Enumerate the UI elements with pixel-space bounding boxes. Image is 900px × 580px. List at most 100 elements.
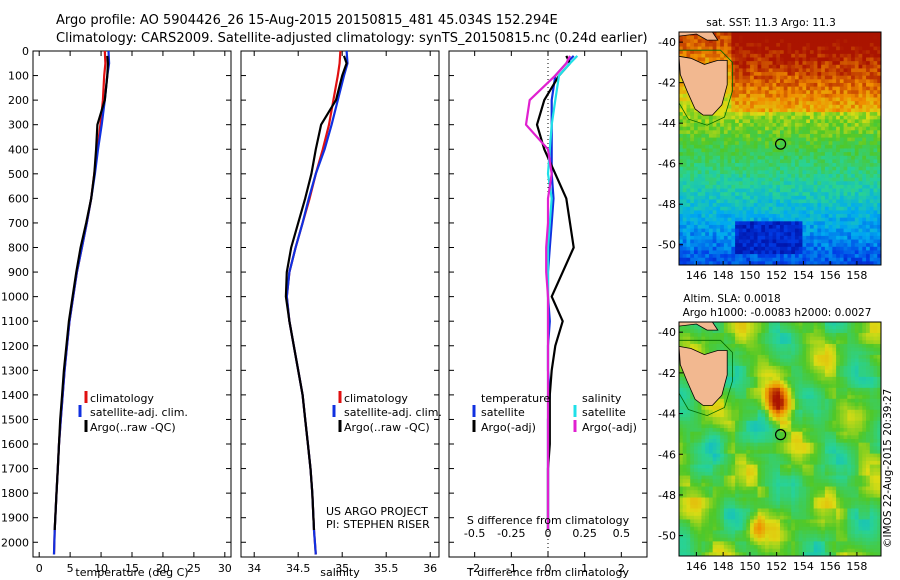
map-cell [836, 224, 841, 229]
map-cell [690, 329, 695, 334]
map-cell [794, 115, 800, 120]
map-cell [705, 192, 710, 197]
map-cell [802, 246, 807, 251]
map-cell [693, 141, 699, 146]
map-cell [720, 464, 725, 469]
map-cell [817, 257, 822, 262]
map-cell [738, 214, 743, 219]
map-cell [738, 541, 743, 546]
map-cell [682, 464, 687, 469]
map-cell [866, 254, 871, 259]
map-cell [682, 490, 687, 495]
map-cell [682, 155, 687, 160]
map-cell [821, 235, 826, 240]
map-cell [716, 35, 721, 40]
map-cell [690, 541, 695, 546]
map-cell [708, 460, 714, 465]
map-cell [791, 137, 796, 142]
map-cell [862, 144, 867, 149]
map-cell [735, 86, 740, 91]
map-cell [686, 93, 691, 98]
map-cell [776, 214, 781, 219]
map-cell [851, 210, 856, 215]
map-cell [735, 243, 740, 248]
map-cell [873, 64, 878, 69]
map-cell [712, 115, 717, 120]
map-cell [742, 413, 747, 418]
map-cell [742, 57, 747, 62]
map-cell [701, 428, 706, 433]
map-cell [798, 101, 803, 106]
map-cell [817, 53, 822, 58]
map-cell [742, 82, 747, 88]
map-y-tick-label: -50 [658, 239, 676, 252]
map-cell [791, 126, 796, 131]
map-cell [697, 439, 702, 444]
map-cell [682, 512, 687, 517]
map-cell [735, 137, 740, 142]
map-cell [720, 519, 725, 524]
map-cell [731, 82, 736, 88]
map-cell [843, 104, 848, 109]
map-cell [821, 119, 826, 124]
map-cell [720, 515, 725, 520]
map-cell [735, 504, 740, 509]
map-cell [750, 446, 755, 451]
map-cell [731, 170, 736, 175]
map-cell [776, 239, 781, 244]
map-cell [723, 97, 729, 102]
map-cell [727, 228, 732, 233]
map-cell [839, 32, 844, 37]
map-cell [690, 501, 695, 506]
map-cell [720, 428, 725, 433]
map-cell [697, 475, 702, 480]
map-cell [720, 490, 725, 495]
map-cell [731, 373, 736, 378]
map-cell [705, 512, 710, 517]
map-cell [690, 235, 695, 240]
map-cell [854, 32, 859, 37]
map-cell [727, 413, 732, 418]
map-cell [761, 79, 766, 84]
map-cell [738, 515, 743, 520]
map-cell [708, 449, 714, 455]
map-cell [738, 486, 743, 491]
map-cell [720, 159, 725, 164]
map-cell [720, 170, 725, 175]
map-cell [768, 42, 773, 47]
map-cell [701, 413, 706, 418]
map-cell [854, 104, 859, 109]
map-cell [679, 119, 684, 124]
map-cell [705, 137, 710, 142]
map-cell [716, 221, 721, 226]
map-cell [839, 130, 844, 135]
map-cell [843, 126, 848, 131]
map-cell [682, 261, 687, 266]
map-cell [738, 376, 743, 381]
map-cell [809, 221, 815, 226]
map-cell [682, 387, 687, 392]
map-cell [731, 35, 736, 40]
map-cell [813, 68, 818, 73]
map-cell [858, 152, 863, 157]
argo-position-marker [774, 138, 787, 150]
map-cell [824, 170, 830, 175]
map-cell [693, 137, 699, 142]
map-cell [873, 199, 878, 204]
map-cell [731, 228, 736, 233]
map-cell [839, 141, 844, 146]
map-cell [750, 347, 755, 352]
map-cell [847, 184, 852, 189]
map-cell [705, 329, 710, 334]
map-cell [828, 261, 833, 266]
map-cell [813, 61, 818, 66]
map-cell [720, 232, 725, 237]
map-cell [738, 224, 743, 229]
map-cell [843, 123, 848, 128]
map-cell [723, 195, 729, 200]
map-cell [806, 166, 811, 171]
map-cell [757, 184, 762, 189]
map-cell [851, 137, 856, 142]
map-cell [742, 351, 747, 356]
map-cell [854, 192, 859, 197]
